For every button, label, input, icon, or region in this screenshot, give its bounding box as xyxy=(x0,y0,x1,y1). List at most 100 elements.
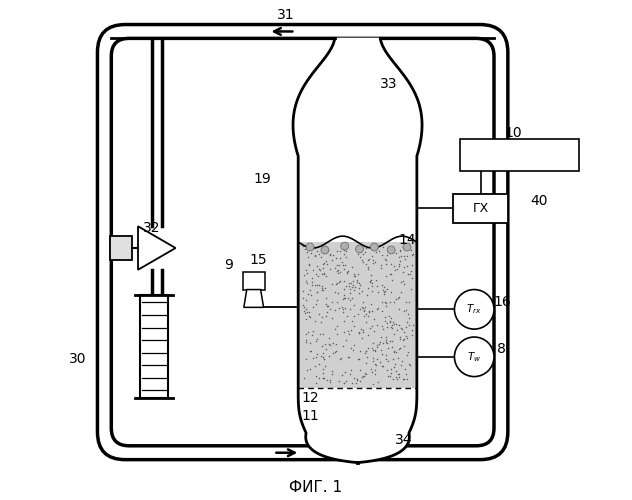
Point xyxy=(372,244,382,252)
Point xyxy=(346,317,356,325)
Point xyxy=(312,350,322,358)
Point xyxy=(352,376,362,384)
Point xyxy=(394,262,404,270)
Point xyxy=(380,316,390,324)
Point xyxy=(343,327,353,335)
Point xyxy=(361,318,371,326)
Point xyxy=(398,325,408,333)
Circle shape xyxy=(321,246,329,254)
Point xyxy=(396,362,406,370)
Point xyxy=(364,308,374,316)
Point xyxy=(301,314,311,322)
Point xyxy=(370,258,380,266)
Point xyxy=(394,246,404,254)
Point xyxy=(367,260,377,268)
Point xyxy=(340,368,350,376)
Point xyxy=(372,320,382,328)
Point xyxy=(344,279,354,287)
Point xyxy=(386,369,396,377)
Point xyxy=(372,306,382,314)
Point xyxy=(362,353,372,361)
Point xyxy=(356,242,367,250)
Circle shape xyxy=(306,243,314,251)
Point xyxy=(299,272,309,280)
Point xyxy=(383,356,393,364)
Point xyxy=(361,370,371,378)
Point xyxy=(352,276,362,284)
Point xyxy=(385,372,395,380)
Point xyxy=(380,272,391,280)
Point xyxy=(300,307,310,315)
Point xyxy=(396,356,406,364)
Point xyxy=(354,329,364,337)
Point xyxy=(325,305,335,313)
Point xyxy=(402,252,412,260)
Point xyxy=(368,354,379,362)
Point xyxy=(305,365,315,373)
Point xyxy=(395,257,405,265)
Point xyxy=(339,246,349,254)
Point xyxy=(341,282,351,290)
Point xyxy=(391,348,401,356)
Point xyxy=(369,314,379,322)
Point xyxy=(331,340,341,348)
Point xyxy=(354,284,364,292)
Point xyxy=(319,356,329,364)
Point xyxy=(378,326,388,334)
Point xyxy=(382,252,392,260)
Point xyxy=(333,288,343,296)
Point xyxy=(362,260,372,268)
Point xyxy=(371,361,381,369)
Point xyxy=(355,348,365,356)
Bar xyxy=(453,194,508,224)
Point xyxy=(381,338,391,346)
Point xyxy=(319,269,329,277)
Point xyxy=(363,344,373,352)
Text: 11: 11 xyxy=(301,409,319,423)
Point xyxy=(357,302,367,310)
Point xyxy=(380,313,391,321)
Point xyxy=(328,348,338,356)
Point xyxy=(389,360,399,368)
Point xyxy=(301,305,311,313)
Point xyxy=(331,348,341,356)
Point xyxy=(408,321,418,329)
Point xyxy=(332,260,343,268)
Point xyxy=(355,246,365,254)
Circle shape xyxy=(356,245,363,253)
Point xyxy=(368,338,379,346)
Point xyxy=(305,347,315,355)
Point xyxy=(373,288,383,296)
Point xyxy=(346,344,356,351)
Point xyxy=(376,346,386,354)
Point xyxy=(387,321,397,329)
Point xyxy=(408,250,418,258)
Point xyxy=(327,314,337,322)
Point xyxy=(353,355,363,363)
Circle shape xyxy=(370,243,379,251)
Point xyxy=(358,326,368,334)
Point xyxy=(310,252,320,260)
Point xyxy=(348,282,358,290)
Point xyxy=(361,360,371,368)
Point xyxy=(399,252,409,260)
Point xyxy=(317,282,327,290)
Bar xyxy=(298,242,417,388)
Point xyxy=(338,305,348,313)
Point xyxy=(404,298,415,306)
Point xyxy=(332,280,342,287)
Point xyxy=(349,322,359,330)
Point xyxy=(337,303,347,311)
Point xyxy=(351,379,361,387)
Point xyxy=(366,365,376,373)
Point xyxy=(353,310,363,318)
Point xyxy=(315,330,325,338)
Point xyxy=(306,292,316,300)
Point xyxy=(332,247,342,255)
Point xyxy=(365,276,375,284)
Point xyxy=(305,338,315,346)
Point xyxy=(325,341,335,349)
Point xyxy=(314,374,324,382)
Point xyxy=(312,262,322,270)
Point xyxy=(322,308,332,316)
